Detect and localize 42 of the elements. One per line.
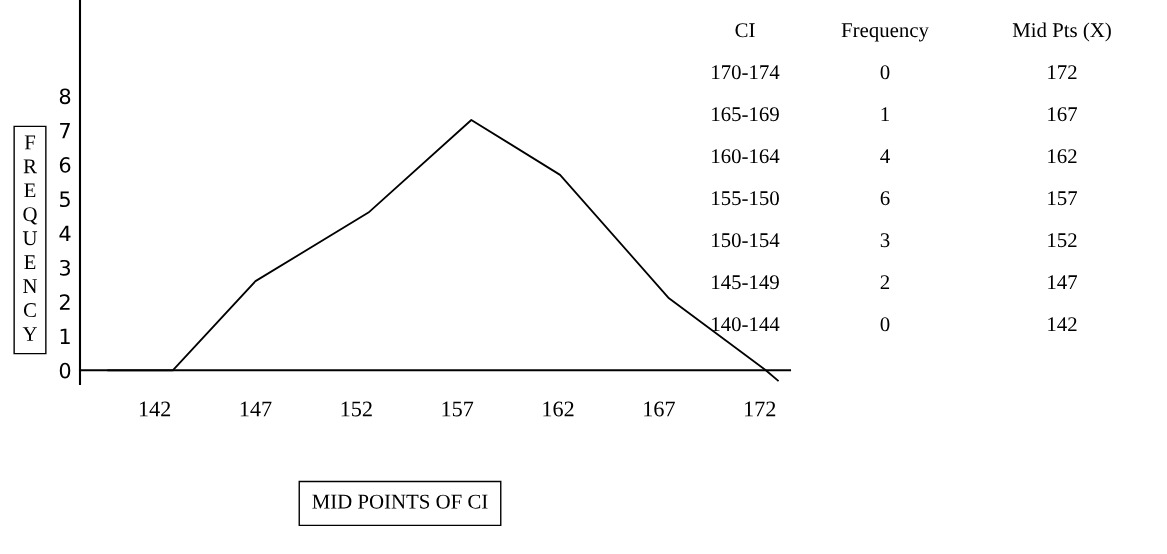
text: 162 <box>1048 149 1077 164</box>
text: 1 <box>881 107 889 122</box>
y-tick-label: 6 <box>59 157 71 173</box>
annotation: 150-154 <box>712 233 780 248</box>
x-tick-label: 167 <box>644 401 675 417</box>
text: 0 <box>880 65 890 80</box>
annotation: 140-144 <box>712 317 780 332</box>
y-tick-label: 7 <box>60 123 70 139</box>
text: Frequency <box>841 23 929 42</box>
text: 152 <box>1048 233 1077 248</box>
annotation: 170-174 <box>712 65 780 80</box>
text: 172 <box>1048 65 1077 80</box>
text: 147 <box>1048 275 1078 290</box>
text: 6 <box>880 191 890 206</box>
x-tick-label: 162 <box>543 401 574 417</box>
text: 167 <box>1048 107 1078 122</box>
text: 4 <box>880 149 890 164</box>
x-axis-title: MID POINTS OF CI <box>312 494 488 509</box>
text: 3 <box>880 233 890 248</box>
text: FREQUENCY <box>22 135 38 341</box>
text: 142 <box>1048 317 1077 332</box>
annotation: 160-164 <box>712 149 780 164</box>
x-tick-label: 157 <box>442 401 474 417</box>
text: 157 <box>1048 191 1078 206</box>
y-tick-label: 5 <box>60 191 70 208</box>
text: 2 <box>880 275 890 290</box>
annotation: 155-150 <box>712 191 779 206</box>
text: Mid Pts (X) <box>1012 22 1111 42</box>
y-tick-label: 2 <box>59 294 70 310</box>
y-tick-label: 3 <box>60 259 70 276</box>
x-tick-label: 172 <box>745 401 776 417</box>
annotation: 165-169 <box>712 107 779 122</box>
text: 0 <box>880 317 890 332</box>
annotation: CI <box>735 23 755 38</box>
y-tick-label: 4 <box>59 225 71 242</box>
y-tick-label: 8 <box>59 88 71 105</box>
x-tick-label: 152 <box>341 401 372 417</box>
x-tick-label: 147 <box>240 401 272 417</box>
y-tick-label: 1 <box>60 328 70 344</box>
y-tick-label: 0 <box>59 362 71 379</box>
x-tick-label: 142 <box>139 401 171 417</box>
annotation: 145-149 <box>712 275 779 290</box>
